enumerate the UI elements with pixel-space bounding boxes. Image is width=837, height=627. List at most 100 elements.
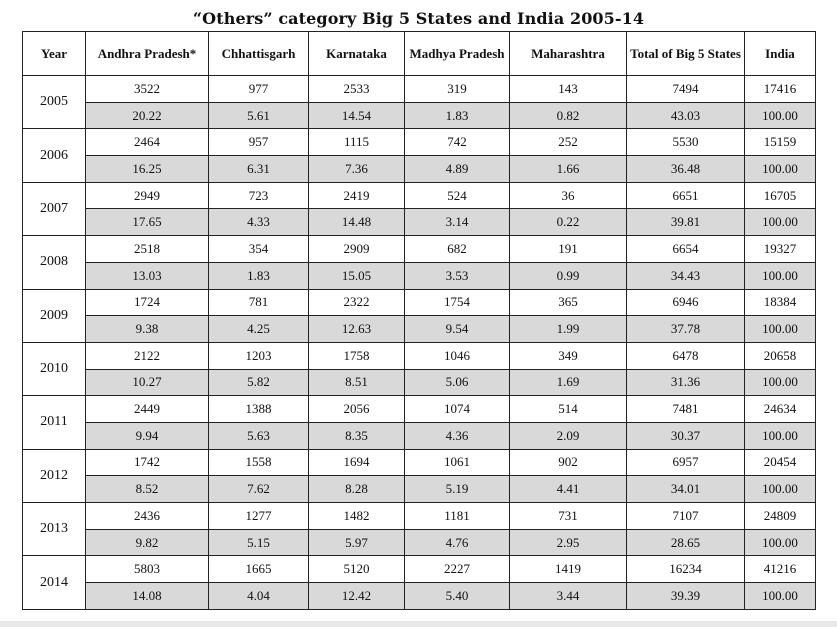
percent-cell: 37.78 [626, 315, 745, 343]
count-cell: 6946 [626, 288, 745, 317]
percent-cell: 3.14 [404, 208, 510, 237]
header-india: India [744, 31, 816, 76]
percent-cell: 39.39 [626, 582, 745, 610]
count-cell: 36 [509, 181, 627, 210]
table-row-percent: 20.22 5.61 14.54 1.83 0.82 43.03 100.00 [23, 101, 816, 130]
table-row-count: 2014 5803 1665 5120 2227 1419 16234 41216 [22, 555, 816, 610]
count-cell: 2436 [85, 502, 209, 530]
count-cell: 723 [208, 181, 309, 210]
percent-cell: 5.61 [208, 101, 309, 130]
percent-cell: 100.00 [744, 421, 816, 450]
count-cell: 5530 [626, 128, 745, 157]
count-cell: 1074 [404, 395, 510, 423]
percent-cell: 14.54 [308, 101, 405, 130]
count-cell: 731 [509, 502, 627, 530]
percent-cell: 14.08 [85, 582, 209, 610]
header-karnataka: Karnataka [308, 31, 405, 76]
table-row-percent: 16.25 6.31 7.36 4.89 1.66 36.48 100.00 [23, 155, 816, 183]
percent-cell: 4.41 [509, 475, 627, 503]
percent-cell: 4.36 [404, 421, 510, 450]
percent-cell: 5.97 [308, 528, 405, 557]
percent-cell: 17.65 [85, 208, 209, 237]
percent-cell: 28.65 [626, 528, 745, 557]
table-row-count: 2005 3522 977 2533 319 143 7494 17416 [22, 74, 816, 130]
percent-cell: 100.00 [744, 208, 816, 237]
percent-cell: 7.36 [308, 155, 405, 183]
count-cell: 2227 [404, 555, 510, 584]
count-cell: 5120 [308, 555, 405, 584]
year-cell: 2008 [22, 235, 86, 290]
count-cell: 2533 [308, 75, 405, 103]
percent-cell: 8.28 [308, 475, 405, 503]
percent-cell: 100.00 [744, 475, 816, 503]
count-cell: 1742 [85, 448, 209, 477]
year-cell: 2010 [22, 341, 86, 397]
table-body: 2005 3522 977 2533 319 143 7494 17416 20.22 5.61 1… [22, 74, 816, 610]
count-cell: 2464 [85, 128, 209, 157]
table-row-percent: 17.65 4.33 14.48 3.14 0.22 39.81 100.00 [23, 208, 816, 237]
percent-cell: 4.76 [404, 528, 510, 557]
table-row-count: 2009 1724 781 2322 1754 365 6946 18384 [22, 288, 816, 343]
table-row-count: 2011 2449 1388 2056 1074 514 7481 24634 [22, 395, 816, 450]
percent-cell: 100.00 [744, 155, 816, 183]
count-cell: 2909 [308, 235, 405, 263]
percent-cell: 2.95 [509, 528, 627, 557]
count-cell: 349 [509, 341, 627, 370]
percent-cell: 0.99 [509, 261, 627, 290]
percent-cell: 31.36 [626, 368, 745, 397]
count-cell: 24809 [744, 502, 816, 530]
percent-cell: 4.89 [404, 155, 510, 183]
count-cell: 15159 [744, 128, 816, 157]
header-row: Year Andhra Pradesh* Chhattisgarh Karnat… [22, 31, 816, 76]
count-cell: 6957 [626, 448, 745, 477]
count-cell: 781 [208, 288, 309, 317]
percent-cell: 0.82 [509, 101, 627, 130]
percent-cell: 1.66 [509, 155, 627, 183]
count-cell: 682 [404, 235, 510, 263]
table-row-percent: 14.08 4.04 12.42 5.40 3.44 39.39 100.00 [23, 582, 816, 610]
percent-cell: 36.48 [626, 155, 745, 183]
count-cell: 20454 [744, 448, 816, 477]
count-cell: 1203 [208, 341, 309, 370]
table-row-percent: 9.82 5.15 5.97 4.76 2.95 28.65 100.00 [23, 528, 816, 557]
table-row-count: 2008 2518 354 2909 682 191 6654 19327 [22, 235, 816, 290]
count-cell: 24634 [744, 395, 816, 423]
year-cell: 2009 [22, 288, 86, 343]
count-cell: 1388 [208, 395, 309, 423]
count-cell: 1665 [208, 555, 309, 584]
count-cell: 19327 [744, 235, 816, 263]
percent-cell: 12.42 [308, 582, 405, 610]
percent-cell: 5.63 [208, 421, 309, 450]
table-row-percent: 8.52 7.62 8.28 5.19 4.41 34.01 100.00 [23, 475, 816, 503]
percent-cell: 9.94 [85, 421, 209, 450]
year-cell: 2012 [22, 448, 86, 504]
table-row-count: 2013 2436 1277 1482 1181 731 7107 24809 [22, 501, 816, 557]
count-cell: 7481 [626, 395, 745, 423]
percent-cell: 2.09 [509, 421, 627, 450]
count-cell: 5803 [85, 555, 209, 584]
count-cell: 6654 [626, 235, 745, 263]
percent-cell: 13.03 [85, 261, 209, 290]
count-cell: 902 [509, 448, 627, 477]
count-cell: 252 [509, 128, 627, 157]
percent-cell: 3.53 [404, 261, 510, 290]
count-cell: 1558 [208, 448, 309, 477]
year-cell: 2014 [22, 555, 86, 610]
percent-cell: 4.33 [208, 208, 309, 237]
count-cell: 365 [509, 288, 627, 317]
count-cell: 514 [509, 395, 627, 423]
year-cell: 2007 [22, 181, 86, 237]
count-cell: 6651 [626, 181, 745, 210]
percent-cell: 4.25 [208, 315, 309, 343]
percent-cell: 9.82 [85, 528, 209, 557]
count-cell: 1694 [308, 448, 405, 477]
count-cell: 319 [404, 75, 510, 103]
percent-cell: 100.00 [744, 368, 816, 397]
year-cell: 2005 [22, 74, 86, 130]
percent-cell: 43.03 [626, 101, 745, 130]
count-cell: 18384 [744, 288, 816, 317]
header-chhattisgarh: Chhattisgarh [208, 31, 309, 76]
count-cell: 7494 [626, 75, 745, 103]
table-row-count: 2010 2122 1203 1758 1046 349 6478 20658 [22, 341, 816, 397]
bottom-edge [0, 621, 837, 627]
